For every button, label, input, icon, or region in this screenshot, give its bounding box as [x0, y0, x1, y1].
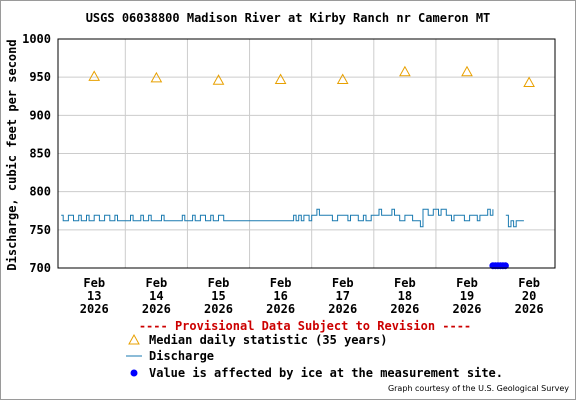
x-tick-month: Feb [518, 276, 540, 290]
x-tick-month: Feb [83, 276, 105, 290]
discharge-line [61, 208, 494, 228]
legend-label-ice: Value is affected by ice at the measurem… [149, 366, 504, 380]
x-tick-month: Feb [332, 276, 354, 290]
y-tick-label: 800 [29, 185, 51, 199]
x-tick-year: 2026 [142, 302, 171, 316]
x-tick-day: 17 [336, 289, 350, 303]
median-triangle [336, 73, 349, 84]
x-tick-month: Feb [146, 276, 168, 290]
x-tick-day: 15 [211, 289, 225, 303]
discharge-line [505, 214, 524, 228]
median-triangle [274, 73, 287, 84]
median-triangle [461, 65, 473, 77]
y-tick-label: 1000 [22, 32, 51, 46]
y-tick-label: 850 [29, 147, 51, 161]
y-tick-label: 950 [29, 70, 51, 84]
triangle-legend-icon [128, 333, 140, 345]
x-tick-day: 16 [273, 289, 287, 303]
x-tick-day: 14 [149, 289, 163, 303]
chart-title: USGS 06038800 Madison River at Kirby Ran… [85, 11, 491, 25]
x-tick-month: Feb [270, 276, 292, 290]
legend-label-median: Median daily statistic (35 years) [149, 333, 388, 347]
x-tick-day: 13 [87, 289, 101, 303]
line-legend-icon [126, 355, 142, 357]
y-tick-label: 750 [29, 223, 51, 237]
x-tick-year: 2026 [328, 302, 357, 316]
y-tick-label: 700 [29, 261, 51, 275]
x-tick-year: 2026 [453, 302, 482, 316]
x-tick-month: Feb [456, 276, 478, 290]
x-tick-year: 2026 [515, 302, 544, 316]
x-tick-year: 2026 [266, 302, 295, 316]
x-tick-day: 18 [398, 289, 412, 303]
x-tick-day: 19 [460, 289, 474, 303]
median-triangle [212, 74, 225, 85]
x-tick-day: 20 [522, 289, 536, 303]
provisional-notice: ---- Provisional Data Subject to Revisio… [138, 319, 472, 333]
x-tick-year: 2026 [390, 302, 419, 316]
ice-affected-dot [501, 262, 509, 270]
x-tick-year: 2026 [204, 302, 233, 316]
x-tick-month: Feb [208, 276, 230, 290]
median-triangle [150, 71, 163, 83]
plot-border [57, 38, 556, 269]
dot-legend-icon [130, 369, 138, 377]
y-tick-label: 900 [29, 108, 51, 122]
usgs-credit: Graph courtesy of the U.S. Geological Su… [387, 384, 569, 393]
median-triangle [88, 70, 101, 81]
median-triangle [399, 65, 411, 77]
legend-label-discharge: Discharge [149, 349, 215, 363]
x-tick-month: Feb [394, 276, 416, 290]
x-tick-year: 2026 [80, 302, 109, 316]
median-triangle [523, 76, 535, 87]
